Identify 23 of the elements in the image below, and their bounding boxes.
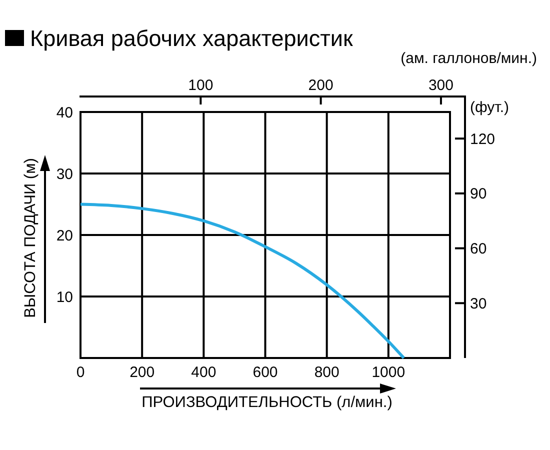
y-tick-label: 20: [56, 227, 73, 244]
x2-tick-label: 300: [428, 77, 454, 94]
y-tick-label: 10: [56, 288, 73, 306]
x2-tick-label: 100: [188, 77, 214, 94]
x-tick-label: 400: [191, 364, 216, 381]
x2-axis-title: (ам. галлонов/мин.): [400, 50, 537, 67]
x-tick-label: 200: [130, 364, 155, 381]
x-tick-label: 600: [252, 364, 278, 381]
x-axis-title: ПРОИЗВОДИТЕЛЬНОСТЬ (л/мин.): [142, 394, 392, 411]
y2-tick-label: 90: [470, 186, 487, 203]
line-series: [79, 202, 406, 360]
y2-tick-label: 30: [470, 295, 487, 312]
y2-axis-title: (фут.): [470, 99, 510, 116]
y-axis-title: ВЫСОТА ПОДАЧИ (м): [22, 158, 39, 318]
x-tick-label: 800: [314, 364, 340, 381]
x-tick-label: 0: [76, 364, 85, 381]
chart-title: Кривая рабочих характеристик: [30, 26, 353, 51]
x2-tick-label: 200: [308, 77, 334, 94]
y-tick-label: 30: [56, 166, 73, 183]
y2-tick-label: 120: [470, 130, 496, 148]
y2-tick-label: 60: [470, 240, 487, 258]
x-tick-label: 1000: [372, 364, 406, 381]
y-tick-label: 40: [56, 104, 73, 122]
